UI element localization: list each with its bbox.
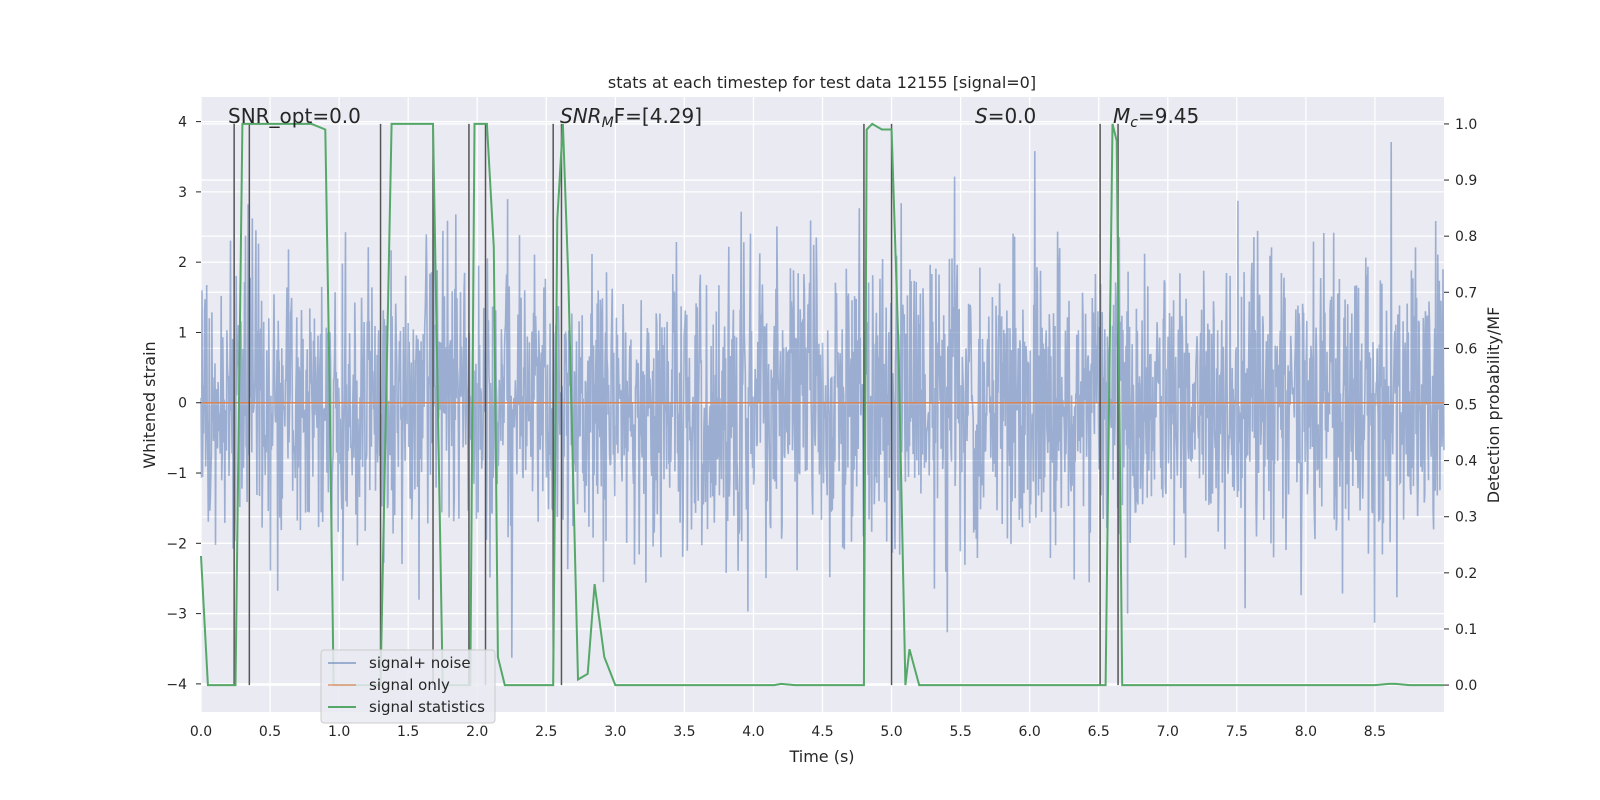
vertical-markers (233, 123, 1119, 686)
y-tick-label: −4 (166, 677, 187, 693)
snr-mf-base: SNR (560, 104, 602, 128)
legend-label-signal-only: signal only (369, 676, 450, 694)
snr-mf-subscript: M (602, 115, 614, 131)
y-right-tick-label: 0.6 (1455, 341, 1477, 357)
x-tick-label: 2.5 (535, 724, 557, 740)
x-tick-label: 6.0 (1019, 724, 1041, 740)
x-axis-label: Time (s) (788, 747, 854, 766)
y-right-tick-label: 0.5 (1455, 398, 1477, 414)
y-right-tick-label: 0.8 (1455, 229, 1477, 245)
signal-statistics-line (200, 122, 1444, 687)
x-tick-label: 0.0 (190, 724, 212, 740)
y-tick-label: −2 (166, 536, 187, 552)
y-right-tick-label: 0.2 (1455, 566, 1477, 582)
legend: signal+ noise signal only signal statist… (320, 649, 496, 724)
s-value: =0.0 (988, 104, 1037, 128)
y-axis-ticks: 4 3 2 1 0 −1 −2 −3 −4 (166, 115, 201, 693)
y-right-tick-label: 0.1 (1455, 622, 1477, 638)
mc-subscript: c (1130, 115, 1138, 131)
y-tick-label: 0 (178, 396, 187, 412)
y-tick-label: −1 (166, 466, 187, 482)
chart-title: stats at each timestep for test data 121… (608, 73, 1036, 92)
x-tick-label: 0.5 (259, 724, 281, 740)
legend-box (320, 649, 496, 724)
x-axis-ticks: 0.0 0.5 1.0 1.5 2.0 2.5 3.0 3.5 4.0 4.5 5.0 5.5 6.0 6… (190, 724, 1386, 740)
x-tick-label: 8.0 (1295, 724, 1317, 740)
y-right-axis-label: Detection probability/MF (1484, 307, 1503, 504)
legend-label-signal-statistics: signal statistics (369, 698, 485, 716)
y-tick-label: 2 (178, 255, 187, 271)
y-right-tick-label: 0.4 (1455, 454, 1477, 470)
annotation-snr-mf: SNRMF=[4.29] (560, 104, 702, 131)
annotation-snr-opt: SNR_opt=0.0 (228, 104, 361, 128)
y-tick-label: 1 (178, 325, 187, 341)
y-right-tick-label: 0.9 (1455, 173, 1477, 189)
y-right-tick-label: 0.0 (1455, 678, 1477, 694)
y-axis-label: Whitened strain (140, 341, 159, 468)
x-tick-label: 7.5 (1226, 724, 1248, 740)
y-right-axis-ticks: 1.0 0.9 0.8 0.7 0.6 0.5 0.4 0.3 0.2 0.1 0.0 (1444, 117, 1477, 694)
signal-noise-line (200, 141, 1445, 658)
x-tick-label: 8.5 (1364, 724, 1386, 740)
y-tick-label: 3 (178, 185, 187, 201)
mc-base: M (1113, 104, 1130, 128)
y-right-tick-label: 1.0 (1455, 117, 1477, 133)
annotation-mc: Mc=9.45 (1113, 104, 1199, 131)
annotation-s: S=0.0 (975, 104, 1036, 128)
x-tick-label: 1.5 (397, 724, 419, 740)
s-symbol: S (975, 104, 988, 128)
y-right-tick-label: 0.3 (1455, 510, 1477, 526)
x-tick-label: 3.0 (604, 724, 626, 740)
x-tick-label: 6.5 (1088, 724, 1110, 740)
legend-label-signal-noise: signal+ noise (369, 654, 471, 672)
snr-mf-value: F=[4.29] (614, 104, 702, 128)
y-tick-label: 4 (178, 115, 187, 131)
x-tick-label: 1.0 (328, 724, 350, 740)
y-tick-label: −3 (166, 607, 187, 623)
x-tick-label: 4.5 (811, 724, 833, 740)
x-tick-label: 3.5 (673, 724, 695, 740)
x-tick-label: 2.0 (466, 724, 488, 740)
x-tick-label: 7.0 (1157, 724, 1179, 740)
y-right-tick-label: 0.7 (1455, 285, 1477, 301)
series-signal-statistics (200, 122, 1444, 687)
x-tick-label: 5.5 (949, 724, 971, 740)
x-tick-label: 5.0 (880, 724, 902, 740)
x-tick-label: 4.0 (742, 724, 764, 740)
series-signal-noise (200, 141, 1445, 658)
mc-value: =9.45 (1138, 104, 1199, 128)
